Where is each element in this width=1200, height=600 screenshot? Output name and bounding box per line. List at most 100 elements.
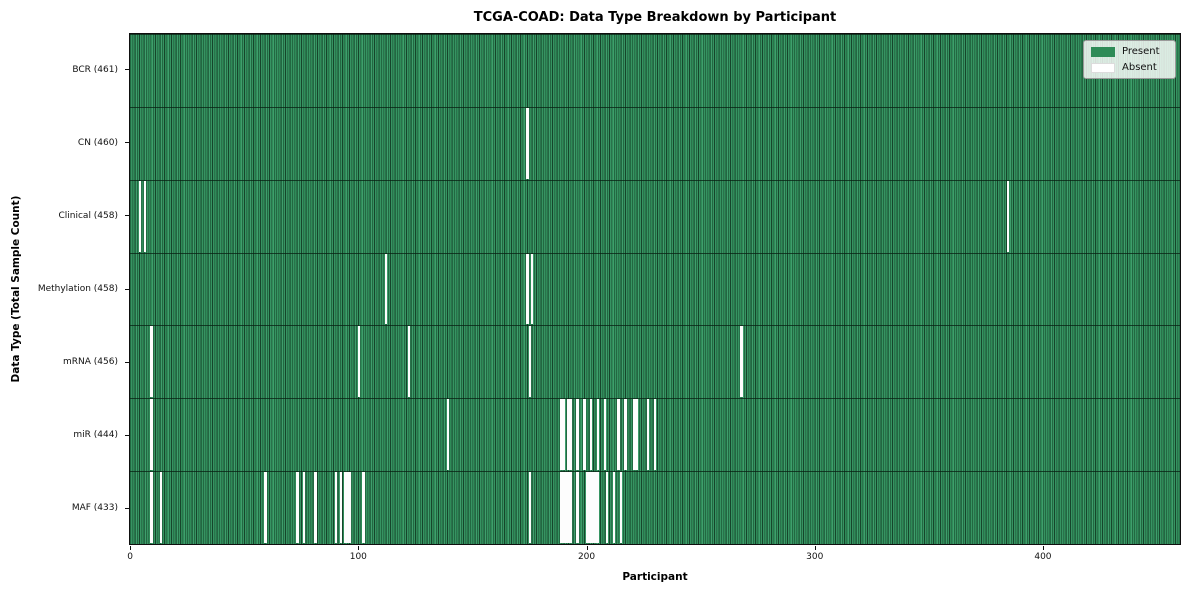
y-tick-mark	[125, 142, 129, 144]
absent-cell	[385, 253, 388, 325]
absent-cell	[612, 472, 616, 544]
absent-cell	[567, 472, 570, 544]
absent-cell	[526, 107, 529, 179]
y-tick-mark	[125, 215, 129, 217]
absent-cell	[576, 472, 579, 544]
y-tick-mark	[125, 434, 129, 436]
absent-cell	[446, 399, 449, 471]
y-tick-label-bcr: BCR (461)	[72, 64, 118, 75]
absent-cell	[587, 472, 591, 544]
absent-cell	[346, 472, 349, 544]
absent-cell	[592, 472, 595, 544]
x-axis-title: Participant	[622, 571, 688, 583]
y-tick-mark	[125, 507, 129, 509]
y-tick-mark	[125, 69, 129, 71]
heatmap-row-cn	[130, 106, 1180, 180]
absent-cell	[633, 399, 636, 471]
absent-cell	[150, 326, 153, 398]
absent-cell	[334, 472, 338, 544]
heatmap-row-methylation	[130, 252, 1180, 326]
x-tick-mark	[586, 546, 588, 550]
absent-cell	[565, 472, 568, 544]
absent-cell	[530, 253, 534, 325]
x-tick-label-0: 0	[127, 552, 134, 562]
absent-cell	[576, 399, 579, 471]
heatmap-row-mrna	[130, 325, 1180, 399]
absent-cell	[528, 472, 531, 544]
heatmap-row-mir	[130, 398, 1180, 472]
y-tick-label-clinical: Clinical (458)	[58, 210, 118, 221]
absent-cell	[606, 472, 609, 544]
absent-cell	[344, 472, 347, 544]
absent-cell	[357, 326, 361, 398]
absent-cell	[139, 180, 142, 252]
absent-cell	[528, 326, 531, 398]
heatmap-row-maf	[130, 471, 1180, 545]
legend-entry-absent: Absent	[1091, 62, 1168, 73]
y-axis-tick-labels: BCR (461) CN (460) Clinical (458) Methylati…	[0, 33, 122, 545]
absent-cell	[585, 472, 588, 544]
absent-cell	[569, 399, 572, 471]
absent-cell	[653, 399, 657, 471]
legend: Present Absent	[1083, 40, 1176, 79]
absent-cell	[348, 472, 351, 544]
absent-cell	[740, 326, 743, 398]
absent-cell	[590, 472, 593, 544]
absent-cell	[562, 399, 566, 471]
absent-cell	[619, 472, 622, 544]
legend-swatch-absent	[1091, 62, 1115, 73]
absent-cell	[624, 399, 627, 471]
y-tick-label-mrna: mRNA (456)	[63, 357, 118, 368]
plot-area	[129, 33, 1181, 545]
absent-cell	[617, 399, 620, 471]
chart-title: TCGA-COAD: Data Type Breakdown by Partic…	[473, 10, 837, 25]
absent-cell	[596, 399, 600, 471]
absent-cell	[567, 399, 570, 471]
y-tick-mark	[125, 361, 129, 363]
legend-entry-present: Present	[1091, 46, 1168, 57]
heatmap-row-bcr	[130, 34, 1180, 107]
absent-cell	[603, 399, 607, 471]
absent-cell	[150, 399, 153, 471]
y-tick-label-cn: CN (460)	[77, 137, 118, 148]
x-tick-mark	[1042, 546, 1044, 550]
absent-cell	[635, 399, 638, 471]
absent-cell	[590, 399, 593, 471]
x-tick-mark	[130, 546, 132, 550]
absent-cell	[314, 472, 317, 544]
x-tick-label-200: 200	[577, 552, 596, 562]
absent-cell	[560, 399, 563, 471]
absent-cell	[526, 253, 529, 325]
y-tick-mark	[125, 288, 129, 290]
absent-cell	[303, 472, 306, 544]
legend-label: Absent	[1122, 62, 1157, 73]
absent-cell	[569, 472, 572, 544]
absent-cell	[407, 326, 411, 398]
absent-cell	[596, 472, 600, 544]
absent-cell	[143, 180, 146, 252]
absent-cell	[594, 472, 597, 544]
absent-cell	[362, 472, 365, 544]
x-tick-label-300: 300	[806, 552, 824, 562]
absent-cell	[1006, 180, 1010, 252]
y-tick-label-methylation: Methylation (458)	[37, 284, 118, 294]
x-axis-ticks: 0 100 200 300 400	[127, 546, 1181, 576]
x-tick-mark	[358, 546, 360, 550]
absent-cell	[264, 472, 267, 544]
absent-cell	[583, 399, 586, 471]
absent-cell	[150, 472, 153, 544]
absent-cell	[159, 472, 162, 544]
absent-cell	[562, 472, 566, 544]
heatmap-row-clinical	[130, 179, 1180, 253]
y-tick-label-mir: miR (444)	[73, 430, 118, 441]
x-tick-label-100: 100	[349, 552, 367, 562]
y-tick-label-maf: MAF (433)	[71, 503, 118, 514]
legend-swatch-present	[1091, 46, 1115, 57]
x-tick-label-400: 400	[1034, 552, 1052, 562]
absent-cell	[560, 472, 563, 544]
x-tick-mark	[814, 546, 816, 550]
absent-cell	[296, 472, 299, 544]
legend-label: Present	[1122, 46, 1160, 57]
absent-cell	[647, 399, 650, 471]
